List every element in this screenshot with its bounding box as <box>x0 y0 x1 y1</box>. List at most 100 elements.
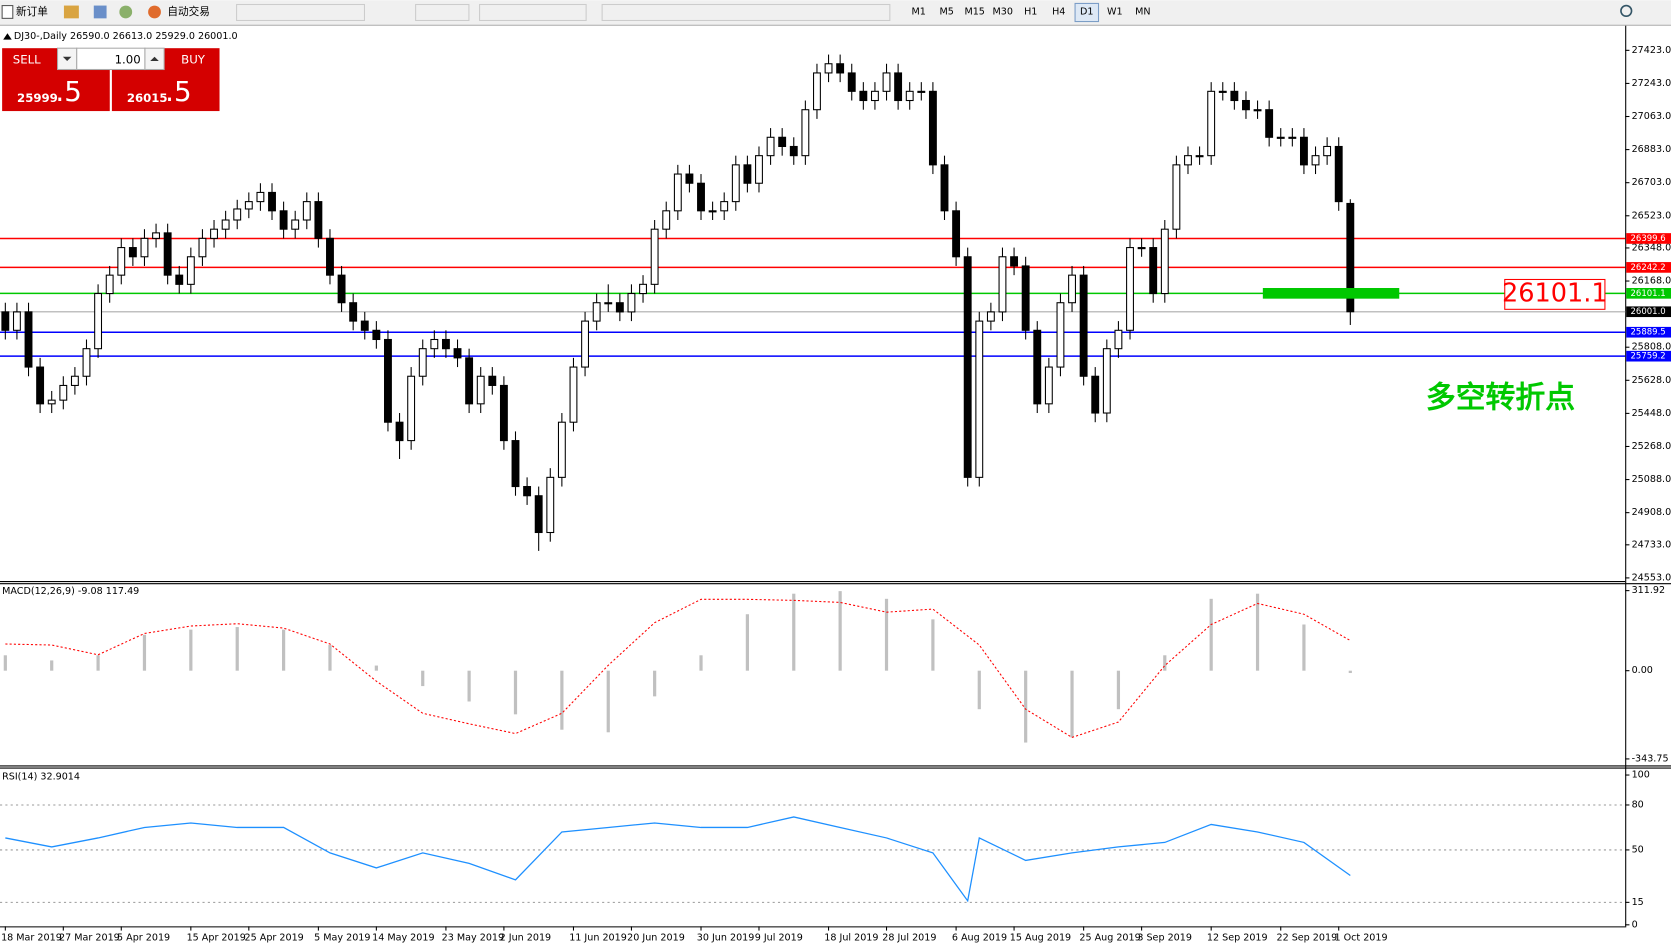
candle-body <box>662 210 671 230</box>
one-click-trading: SELL BUY 1.00 25999 .5 26015 .5 <box>2 47 220 112</box>
candle-body <box>743 164 752 184</box>
icon[interactable] <box>119 5 133 19</box>
candle-body <box>813 72 821 111</box>
timeframe-button[interactable]: H4 <box>1052 6 1065 17</box>
candle-body <box>186 256 195 285</box>
new-order-button[interactable]: 新订单 <box>16 5 48 18</box>
rsi-title: RSI(14) 32.9014 <box>2 772 80 783</box>
macd-bar <box>1024 670 1028 743</box>
candle-body <box>720 201 729 212</box>
timeframe-button[interactable]: D1 <box>1080 6 1093 17</box>
drawing-tools[interactable] <box>601 3 891 22</box>
search-button[interactable] <box>1620 4 1633 18</box>
candle-body <box>59 384 68 401</box>
y-tick-label: 25448.0 <box>1632 408 1671 419</box>
candle-body <box>279 210 288 230</box>
candle-body <box>94 293 103 350</box>
timeframe-button[interactable]: M15 <box>964 6 984 17</box>
candle-body <box>488 375 497 386</box>
y-tick-label: 27243.0 <box>1632 78 1671 89</box>
timeframe-button[interactable]: H1 <box>1024 6 1037 17</box>
x-tick-label: 25 Aug 2019 <box>1079 933 1140 944</box>
new-order-icon[interactable] <box>1 5 14 19</box>
candle-body <box>175 274 184 285</box>
candle-body <box>453 348 462 359</box>
toolbar <box>0 0 1671 25</box>
icon[interactable] <box>63 5 79 19</box>
candle-body <box>894 72 903 102</box>
macd-bar <box>328 645 332 671</box>
timeframe-button[interactable]: MN <box>1135 6 1150 17</box>
level-tag <box>1626 233 1671 244</box>
candle-body <box>233 208 242 221</box>
candle-body <box>198 237 207 258</box>
sell-label[interactable]: SELL <box>13 52 41 66</box>
candle-body <box>117 247 126 276</box>
x-tick-label: 20 Jun 2019 <box>627 933 685 944</box>
macd-bar <box>189 629 193 671</box>
candle-body <box>1068 274 1076 304</box>
macd-title: MACD(12,26,9) -9.08 117.49 <box>2 586 139 597</box>
indicator-tools[interactable] <box>479 3 587 22</box>
icon[interactable] <box>93 5 107 19</box>
annotation: 多空转折点 <box>1426 380 1575 415</box>
y-tick-label: 24733.0 <box>1632 539 1671 550</box>
y-tick-label: 311.92 <box>1632 585 1666 596</box>
macd-bar <box>1116 670 1121 710</box>
candle-body <box>326 237 334 276</box>
macd-bar <box>513 670 518 715</box>
x-tick-label: 22 Sep 2019 <box>1276 933 1337 944</box>
macd-bar <box>792 593 796 671</box>
candle-body <box>360 320 369 331</box>
y-tick-label: -343.75 <box>1632 753 1669 764</box>
y-tick-label: 26883.0 <box>1632 144 1671 155</box>
timeframe-button[interactable]: W1 <box>1107 6 1123 17</box>
candle-body <box>152 232 161 239</box>
candle-body <box>824 63 833 74</box>
candle-body <box>24 311 33 368</box>
candle-body <box>1288 136 1297 139</box>
chart-tools[interactable] <box>236 3 365 22</box>
candle-body <box>128 247 137 258</box>
level-tag <box>1626 262 1671 273</box>
timeframe-button[interactable]: M30 <box>992 6 1012 17</box>
level-callout-box <box>1504 278 1606 310</box>
auto-trading-icon[interactable] <box>148 5 161 19</box>
candle-body <box>384 338 392 423</box>
y-tick-label: 0 <box>1632 919 1638 930</box>
macd-bar <box>838 591 842 671</box>
bid-pips: .5 <box>55 75 81 108</box>
x-tick-label: 27 Mar 2019 <box>59 933 120 944</box>
y-tick-label: 26523.0 <box>1632 210 1671 221</box>
lots-value[interactable]: 1.00 <box>115 52 141 66</box>
candle-body <box>1265 109 1274 138</box>
candle-body <box>789 145 798 157</box>
candle-body <box>523 486 532 497</box>
candle-body <box>615 302 624 313</box>
auto-trading-button[interactable]: 自动交易 <box>167 5 210 18</box>
x-tick-label: 6 Aug 2019 <box>952 933 1007 944</box>
candle-body <box>372 329 381 341</box>
candle-body <box>534 495 543 534</box>
candle-body <box>697 182 705 212</box>
candle-body <box>1010 256 1019 267</box>
candle-body <box>1079 274 1088 377</box>
candle-body <box>778 136 787 148</box>
turning-point-bar <box>1262 288 1400 299</box>
macd-bar <box>1255 593 1260 671</box>
candle-body <box>1311 155 1320 166</box>
timeframe-button[interactable]: M5 <box>939 6 953 17</box>
candle-body <box>952 210 961 258</box>
candle-body <box>291 219 300 230</box>
candle-body <box>395 421 404 442</box>
buy-label[interactable]: BUY <box>181 52 206 66</box>
candle-body <box>882 72 891 92</box>
ask-main: 26015 <box>127 91 168 105</box>
chart-window <box>0 25 1671 950</box>
chart-tools[interactable] <box>415 3 470 22</box>
timeframe-button[interactable]: M1 <box>911 6 925 17</box>
candle-body <box>82 348 91 377</box>
candle-body <box>441 338 450 350</box>
y-tick-label: 24908.0 <box>1632 507 1671 518</box>
candle-body <box>302 201 311 221</box>
